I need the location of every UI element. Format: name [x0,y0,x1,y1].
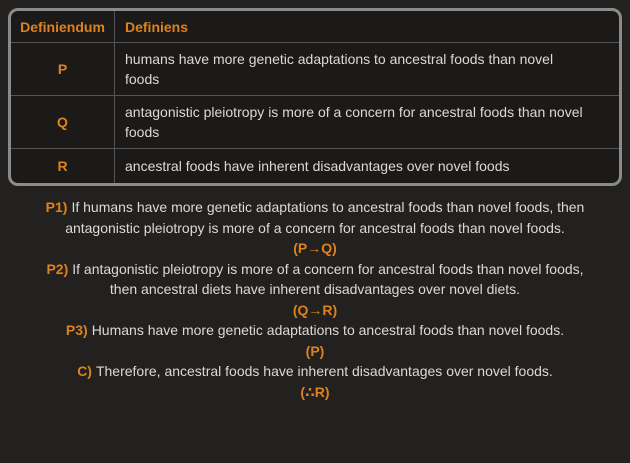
term-r: R [11,148,115,183]
term-q: Q [11,95,115,148]
premise-p2-label: P2) [46,260,69,277]
formula-p3: (P) [305,342,325,359]
definition-p: humans have more genetic adaptations to … [115,42,619,95]
conclusion-c-label: C) [77,363,92,379]
premise-p1: P1) If humans have more genetic adaptatio… [42,197,588,238]
formula-p1: (P→Q) [293,240,337,256]
formula-c: (∴R) [300,383,330,400]
column-header-definiens: Definiens [125,18,189,35]
argument-text: P1) If humans have more genetic adaptatio… [8,197,622,402]
premise-p2-text: If antagonistic pleiotropy is more of a … [72,260,584,298]
premise-p2: P2) If antagonistic pleiotropy is more of… [42,259,588,300]
column-header-definiendum: Definiendum [11,11,115,42]
conclusion-c-text: Therefore, ancestral foods have inherent… [95,363,553,379]
premise-p3-text: Humans have more genetic adaptations to … [91,322,565,338]
premise-p3: P3) Humans have more genetic adaptations … [42,320,588,341]
premise-p3-label: P3) [65,322,88,338]
premise-p1-text: If humans have more genetic adaptations … [65,199,585,236]
conclusion-c: C) Therefore, ancestral foods have inhere… [42,361,588,382]
definitions-table: Definiendum Definiens P humans have more… [8,8,622,186]
premise-p1-label: P1) [45,199,68,215]
definition-r: ancestral foods have inherent disadvanta… [115,148,619,183]
formula-p2: (Q→R) [292,301,338,318]
term-p: P [11,42,115,95]
definition-q: antagonistic pleiotropy is more of a con… [115,95,619,148]
